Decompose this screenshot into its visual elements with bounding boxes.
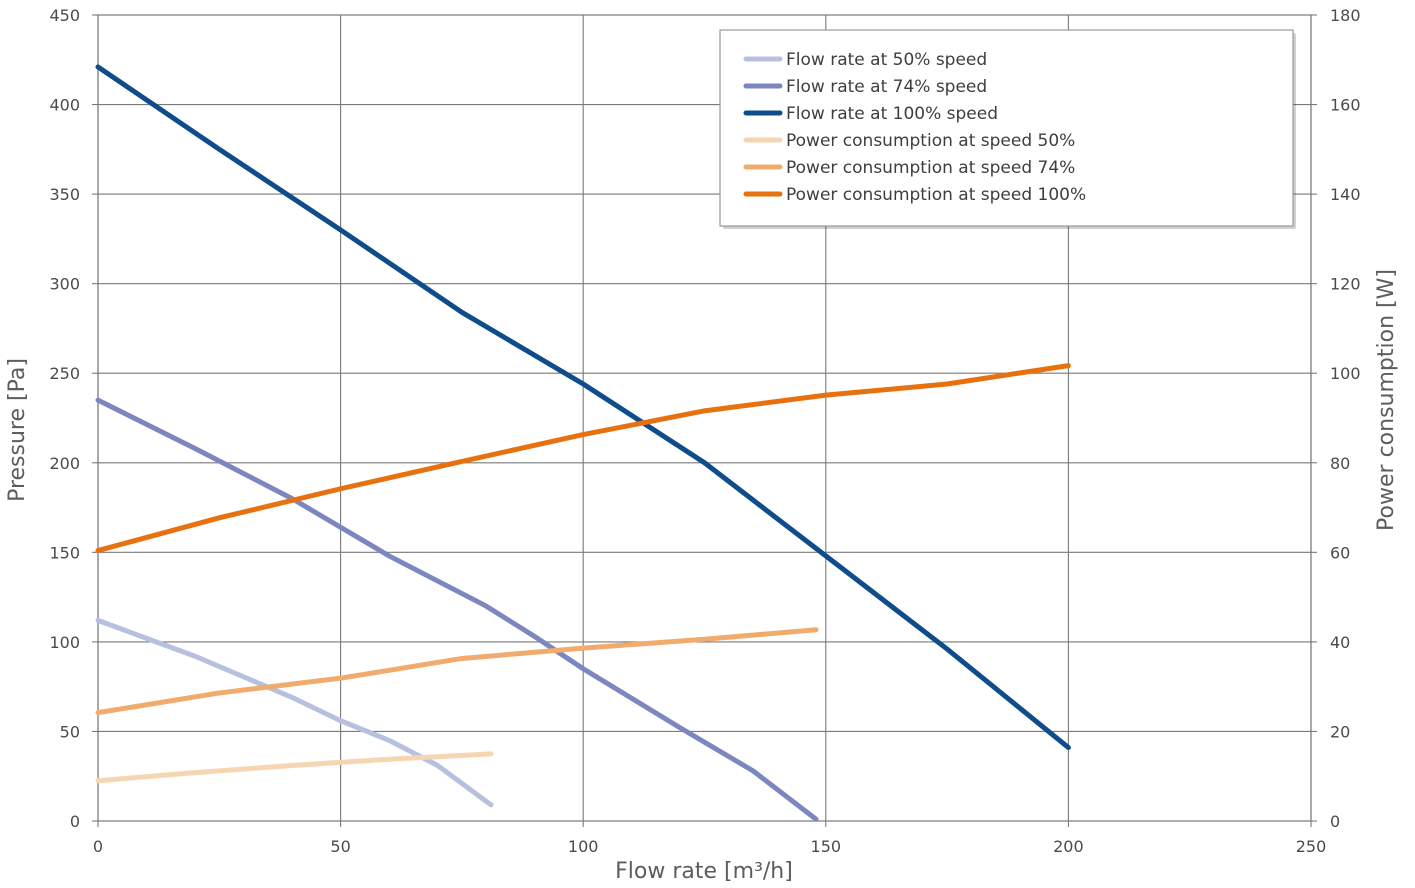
left-tick-label: 400 bbox=[49, 96, 80, 115]
series-line-4 bbox=[95, 751, 494, 784]
x-tick-label: 150 bbox=[811, 837, 842, 856]
right-tick-label: 0 bbox=[1330, 812, 1340, 831]
legend-label-power-100: Power consumption at speed 100% bbox=[786, 185, 1086, 205]
legend: Flow rate at 50% speed Flow rate at 74% … bbox=[719, 29, 1296, 229]
right-tick-label: 40 bbox=[1330, 633, 1350, 652]
right-tick-label: 140 bbox=[1330, 185, 1361, 204]
x-tick-label: 50 bbox=[330, 837, 350, 856]
right-tick-label: 120 bbox=[1330, 275, 1361, 294]
x-tick-label: 0 bbox=[93, 837, 103, 856]
legend-label-flow-50: Flow rate at 50% speed bbox=[786, 50, 987, 70]
series-line-3 bbox=[95, 64, 1071, 751]
left-tick-label: 450 bbox=[49, 6, 80, 25]
left-tick-label: 350 bbox=[49, 185, 80, 204]
right-tick-label: 160 bbox=[1330, 96, 1361, 115]
right-tick-label: 80 bbox=[1330, 454, 1350, 473]
x-axis-title: Flow rate [m³/h] bbox=[615, 859, 793, 884]
left-tick-label: 50 bbox=[60, 722, 80, 741]
left-tick-label: 100 bbox=[49, 633, 80, 652]
left-tick-label: 150 bbox=[49, 543, 80, 562]
left-axis-title: Pressure [Pa] bbox=[5, 358, 30, 502]
legend-label-power-50: Power consumption at speed 50% bbox=[786, 131, 1075, 151]
right-tick-label: 60 bbox=[1330, 543, 1350, 562]
legend-label-flow-74: Flow rate at 74% speed bbox=[786, 77, 987, 97]
right-tick-label: 180 bbox=[1330, 6, 1361, 25]
series-layer bbox=[95, 64, 1071, 822]
series-line-1 bbox=[95, 617, 494, 808]
x-tick-label: 100 bbox=[568, 837, 599, 856]
legend-label-power-74: Power consumption at speed 74% bbox=[786, 158, 1075, 178]
plot-frame bbox=[97, 14, 1312, 822]
right-tick-label: 100 bbox=[1330, 364, 1361, 383]
labels-layer: Flow rate [m³/h] Pressure [Pa] Power con… bbox=[5, 269, 1399, 884]
right-axis-title: Power consumption [W] bbox=[1374, 269, 1399, 531]
left-tick-label: 250 bbox=[49, 364, 80, 383]
left-tick-label: 0 bbox=[70, 812, 80, 831]
left-tick-label: 300 bbox=[49, 275, 80, 294]
series-line-2 bbox=[95, 397, 819, 822]
series-line-5 bbox=[95, 627, 819, 716]
left-tick-label: 200 bbox=[49, 454, 80, 473]
x-tick-label: 200 bbox=[1053, 837, 1084, 856]
legend-label-flow-100: Flow rate at 100% speed bbox=[786, 104, 998, 124]
series-line-6 bbox=[95, 363, 1071, 554]
right-tick-label: 20 bbox=[1330, 722, 1350, 741]
x-tick-label: 250 bbox=[1296, 837, 1327, 856]
